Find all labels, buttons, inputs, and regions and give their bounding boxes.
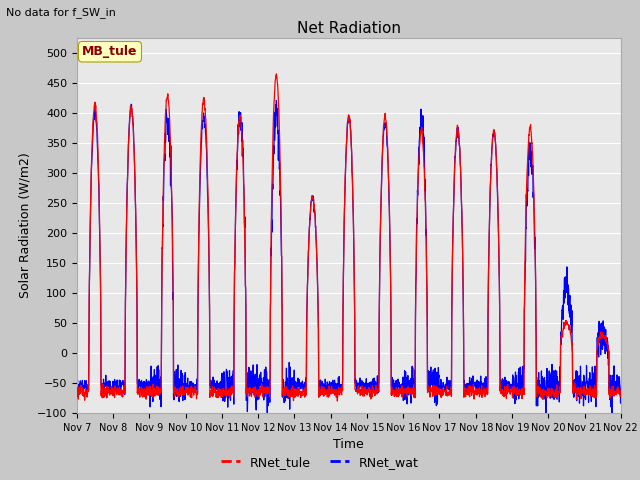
RNet_wat bbox=[570, 385, 577, 391]
Text: MB_tule: MB_tule bbox=[82, 45, 138, 58]
RNet_wat bbox=[73, 381, 81, 387]
RNet_tule bbox=[617, 393, 625, 398]
RNet_wat bbox=[225, 384, 232, 389]
RNet_wat bbox=[584, 379, 592, 384]
Line: RNet_tule: RNet_tule bbox=[77, 74, 621, 401]
Text: No data for f_SW_in: No data for f_SW_in bbox=[6, 7, 116, 18]
X-axis label: Time: Time bbox=[333, 438, 364, 451]
RNet_tule bbox=[333, 398, 341, 404]
RNet_wat bbox=[617, 387, 625, 393]
Title: Net Radiation: Net Radiation bbox=[297, 21, 401, 36]
RNet_wat bbox=[365, 386, 372, 392]
RNet_wat bbox=[273, 97, 280, 103]
RNet_tule bbox=[73, 392, 81, 398]
RNet_wat bbox=[377, 214, 385, 219]
RNet_wat bbox=[264, 414, 271, 420]
RNet_tule bbox=[377, 214, 385, 220]
Y-axis label: Solar Radiation (W/m2): Solar Radiation (W/m2) bbox=[18, 153, 31, 299]
RNet_tule bbox=[508, 387, 515, 393]
RNet_wat bbox=[508, 386, 515, 392]
RNet_tule bbox=[584, 392, 592, 398]
RNet_tule bbox=[225, 393, 232, 398]
Line: RNet_wat: RNet_wat bbox=[77, 100, 621, 417]
RNet_tule bbox=[365, 388, 372, 394]
RNet_tule bbox=[273, 71, 280, 77]
Legend: RNet_tule, RNet_wat: RNet_tule, RNet_wat bbox=[216, 451, 424, 474]
RNet_tule bbox=[570, 386, 577, 392]
